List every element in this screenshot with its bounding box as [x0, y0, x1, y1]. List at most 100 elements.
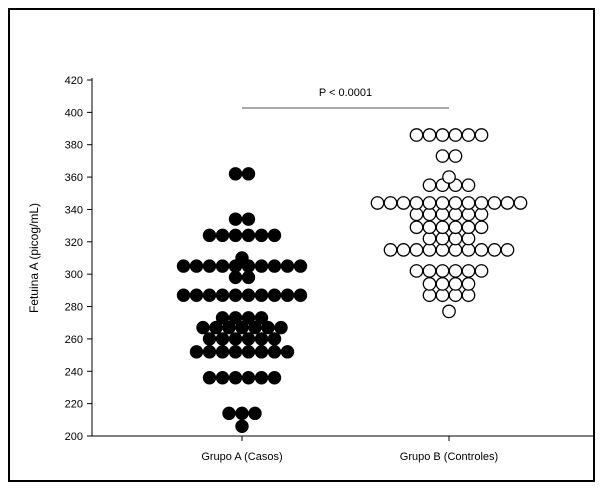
- data-point-grupo-a: [228, 332, 243, 346]
- data-point-grupo-a: [228, 270, 243, 285]
- data-point-grupo-b: [396, 243, 411, 257]
- data-point-grupo-a: [241, 345, 256, 359]
- data-point-grupo-b: [409, 128, 424, 142]
- data-point-grupo-b: [461, 264, 476, 278]
- data-point-grupo-b: [448, 207, 463, 222]
- data-point-grupo-a: [209, 320, 223, 335]
- data-point-grupo-a: [228, 228, 243, 243]
- data-point-grupo-b: [435, 196, 450, 210]
- dot-plot-chart: 200 220 240 260 280 300 320 340 360 380 400 420 Grup…: [27, 75, 600, 463]
- data-point-grupo-b: [474, 243, 489, 257]
- y-tick-label: 220: [65, 399, 83, 411]
- data-point-grupo-b: [442, 304, 456, 319]
- data-point-grupo-a: [235, 419, 249, 433]
- data-point-grupo-a: [241, 332, 256, 346]
- data-point-grupo-a: [235, 406, 249, 421]
- data-point-grupo-a: [202, 332, 217, 346]
- data-point-grupo-b: [422, 207, 437, 222]
- y-tick-label: 400: [65, 107, 83, 119]
- data-point-grupo-a: [254, 228, 269, 243]
- data-point-grupo-b: [409, 220, 424, 235]
- data-point-grupo-b: [461, 220, 476, 235]
- x-category-label: Grupo B (Controles): [400, 451, 498, 463]
- data-point-grupo-a: [241, 311, 256, 325]
- data-point-grupo-a: [222, 406, 236, 421]
- data-point-grupo-a: [241, 371, 256, 385]
- data-point-grupo-b: [435, 264, 450, 278]
- data-point-grupo-a: [267, 332, 282, 346]
- data-point-grupo-a: [248, 320, 262, 335]
- data-point-grupo-b: [435, 243, 450, 257]
- data-point-grupo-a: [228, 288, 243, 302]
- data-point-grupo-b: [474, 220, 489, 235]
- data-point-grupo-b: [448, 196, 463, 210]
- data-point-grupo-a: [267, 345, 282, 359]
- data-point-grupo-b: [461, 243, 476, 257]
- data-point-grupo-a: [202, 371, 217, 385]
- y-tick-label: 240: [65, 366, 83, 378]
- x-category-label: Grupo A (Casos): [201, 451, 282, 463]
- data-point-grupo-b: [422, 231, 437, 246]
- data-point-grupo-b: [474, 207, 489, 222]
- data-point-grupo-a: [280, 345, 295, 359]
- data-point-grupo-a: [189, 288, 204, 302]
- data-point-grupo-a: [202, 288, 217, 302]
- data-point-grupo-a: [196, 320, 210, 335]
- data-point-grupo-b: [422, 128, 437, 142]
- data-point-grupo-a: [222, 320, 236, 335]
- data-points: [176, 128, 528, 433]
- data-point-grupo-b: [461, 196, 476, 210]
- data-point-grupo-a: [235, 251, 249, 265]
- y-axis-label: Fetuina A (picog/mL): [27, 203, 41, 313]
- data-point-grupo-a: [293, 288, 308, 302]
- data-point-grupo-b: [435, 288, 450, 303]
- data-point-grupo-b: [461, 231, 476, 246]
- data-point-grupo-a: [215, 345, 230, 359]
- data-point-grupo-b: [513, 196, 528, 210]
- data-point-grupo-b: [422, 196, 437, 210]
- data-point-grupo-a: [267, 288, 282, 302]
- data-point-grupo-b: [474, 128, 489, 142]
- data-point-grupo-b: [409, 264, 424, 278]
- data-point-grupo-b: [487, 243, 502, 257]
- data-point-grupo-a: [241, 212, 256, 226]
- data-point-grupo-a: [274, 320, 288, 335]
- data-point-grupo-b: [461, 207, 476, 222]
- data-point-grupo-a: [241, 228, 256, 243]
- data-point-grupo-a: [254, 311, 269, 325]
- data-point-grupo-b: [435, 149, 450, 163]
- y-tick-label: 420: [65, 75, 83, 87]
- data-point-grupo-a: [202, 259, 217, 273]
- data-point-grupo-a: [241, 270, 256, 285]
- p-value-label: P < 0.0001: [319, 87, 372, 99]
- y-tick-label: 200: [65, 431, 83, 443]
- data-point-grupo-b: [461, 178, 476, 193]
- data-point-grupo-a: [241, 288, 256, 302]
- data-point-grupo-b: [435, 207, 450, 222]
- data-point-grupo-b: [487, 196, 502, 210]
- data-point-grupo-a: [228, 167, 243, 181]
- y-tick-label: 260: [65, 334, 83, 346]
- data-point-grupo-b: [500, 243, 515, 257]
- data-point-grupo-a: [254, 259, 269, 273]
- data-point-grupo-a: [215, 371, 230, 385]
- data-point-grupo-a: [215, 332, 230, 346]
- data-point-grupo-b: [500, 196, 515, 210]
- data-point-grupo-a: [267, 228, 282, 243]
- axes: 200 220 240 260 280 300 320 340 360 380 400 420 Grup…: [65, 75, 600, 463]
- y-tick-label: 320: [65, 237, 83, 249]
- data-point-grupo-a: [267, 371, 282, 385]
- data-point-grupo-b: [370, 196, 385, 210]
- data-point-grupo-a: [202, 228, 217, 243]
- data-point-grupo-a: [202, 345, 217, 359]
- data-point-grupo-b: [448, 231, 463, 246]
- data-point-grupo-a: [176, 259, 191, 273]
- y-tick-label: 340: [65, 204, 83, 216]
- data-point-grupo-b: [474, 264, 489, 278]
- y-tick-label: 300: [65, 269, 83, 281]
- data-point-grupo-a: [235, 320, 249, 335]
- y-tick-label: 280: [65, 302, 83, 314]
- data-point-grupo-b: [448, 264, 463, 278]
- data-point-grupo-b: [442, 170, 456, 184]
- data-point-grupo-b: [448, 220, 463, 235]
